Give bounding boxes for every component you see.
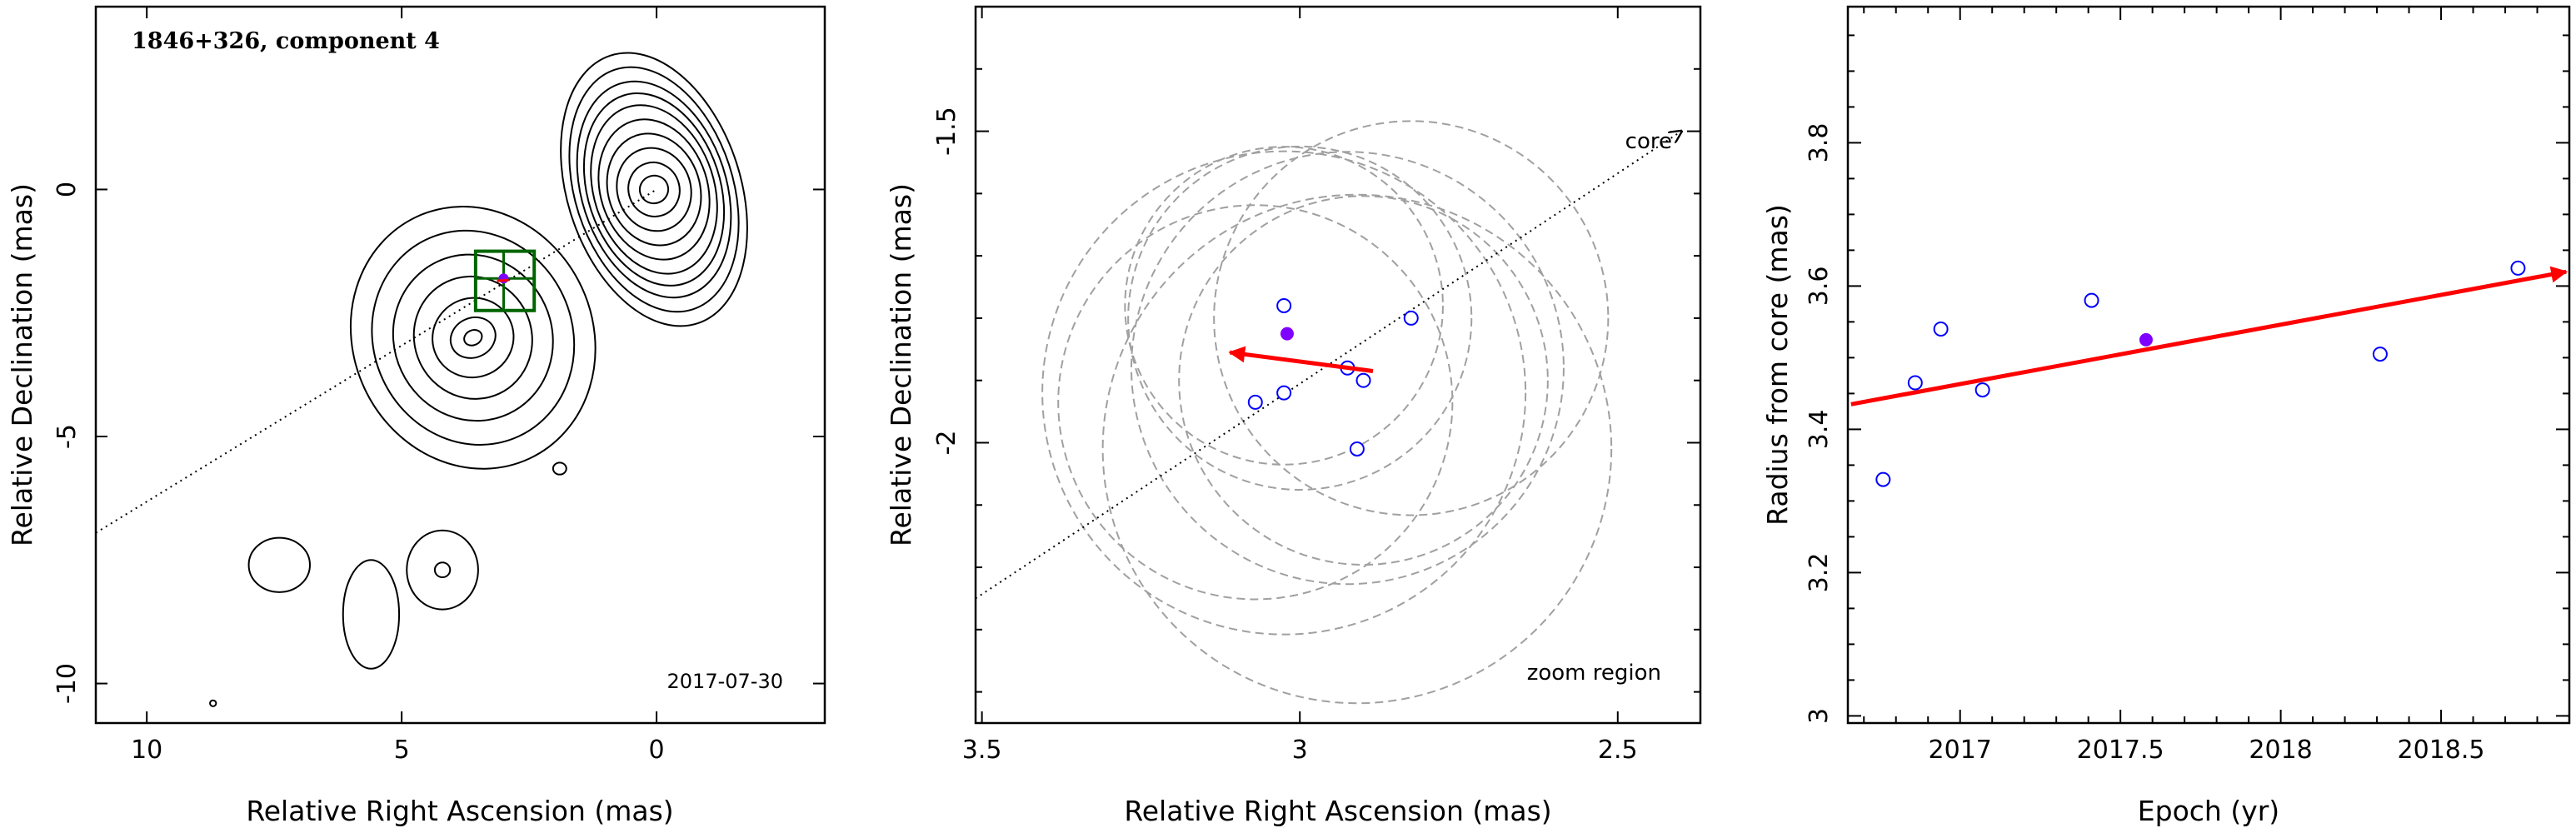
panel2-ytick-label: -1.5 (932, 107, 961, 156)
panel3-plot-area (1850, 260, 2569, 487)
panel3-xtick-label: 2017.5 (2077, 736, 2164, 765)
panel2-zoom-annotation: zoom region (1527, 661, 1661, 686)
panel3-ytick-label: 3.8 (1805, 123, 1834, 163)
panel2-axis-line (976, 132, 1681, 600)
uncertainty-circle (1041, 150, 1527, 636)
contour-core-4 (597, 118, 711, 261)
panel1-ytick-label: -10 (52, 663, 82, 704)
panel2-xtick-label: 3.5 (962, 736, 1002, 765)
panel1-plot-area (96, 52, 748, 707)
panel-zoom: core zoom region Relative Right Ascensio… (885, 5, 1702, 827)
panel1-title: 1846+326, component 4 (132, 28, 440, 54)
uncertainty-circle (1127, 145, 1473, 491)
panel1-xtick-label: 10 (131, 736, 162, 765)
panel3-ytick-label: 3 (1805, 708, 1834, 724)
contour-core-6 (582, 92, 726, 287)
contour-jet-knot-0 (463, 329, 483, 347)
panel1-xtick-label: 5 (394, 736, 410, 765)
uncertainty-circle (1130, 151, 1565, 586)
trend-arrow (1850, 266, 2569, 407)
contour-spot-5-0 (209, 699, 217, 707)
open-point (2372, 347, 2388, 362)
panel1-frame (94, 5, 826, 725)
contour-jet-knot-2 (432, 297, 515, 379)
panel-radius-vs-epoch: Epoch (yr) Radius from core (mas) 2017 20… (1761, 5, 2571, 827)
contour-spot-3-0 (433, 561, 452, 579)
contour-spot-2-0 (342, 559, 401, 670)
panel1-epoch-label: 2017-07-30 (667, 670, 783, 693)
contour-core-2 (616, 147, 692, 232)
panel2-core-annotation: core (1625, 129, 1672, 154)
open-point (1355, 372, 1371, 388)
panel1-ytick-label: 0 (52, 182, 82, 197)
open-point (1276, 297, 1292, 313)
motion-arrow (1228, 346, 1374, 373)
panel1-ylabel: Relative Declination (mas) (6, 183, 38, 546)
contour-spot-4-0 (552, 461, 567, 476)
panel2-xlabel: Relative Right Ascension (mas) (1124, 795, 1551, 827)
panel-contour-map: 1846+326, component 4 2017-07-30 Relativ… (6, 5, 826, 827)
open-point (1933, 322, 1949, 337)
uncertainty-circle (1213, 120, 1610, 516)
contour-core-9 (560, 52, 748, 327)
contour-jet-knot-6 (349, 206, 597, 470)
panel3-ytick-label: 3.4 (1805, 410, 1834, 450)
panel3-ylabel: Radius from core (mas) (1761, 204, 1794, 526)
open-point (1875, 471, 1891, 487)
component-motion-arrow (497, 278, 509, 282)
panel3-xlabel: Epoch (yr) (2138, 795, 2279, 827)
uncertainty-circle (1101, 193, 1613, 705)
panel2-ylabel: Relative Declination (mas) (885, 183, 917, 546)
contour-core-7 (576, 80, 732, 299)
open-point (2510, 260, 2526, 276)
panel2-frame (974, 5, 1702, 725)
contour-spot-3-1 (406, 529, 479, 611)
contour-spot-1-0 (247, 536, 311, 593)
panel1-xtick-label: 0 (649, 736, 665, 765)
contour-jet-knot-4 (392, 253, 554, 422)
panel1-ytick-label: -5 (52, 424, 82, 449)
contour-core-5 (590, 104, 718, 275)
contour-core-8 (568, 66, 740, 313)
contour-core-3 (606, 132, 702, 247)
panel2-plot-area (976, 120, 1681, 705)
panel2-ytick-label: -2 (932, 431, 961, 456)
contour-core-1 (627, 162, 681, 217)
panel3-xtick-label: 2018.5 (2398, 736, 2485, 765)
panel3-frame (1846, 5, 2571, 725)
filled-point (1280, 327, 1294, 341)
open-point (1403, 310, 1419, 326)
panel2-xtick-label: 2.5 (1598, 736, 1638, 765)
contour-jet-knot-1 (449, 316, 497, 359)
uncertainty-circle (1057, 204, 1454, 601)
panel3-ytick-label: 3.2 (1805, 553, 1834, 593)
contour-jet-knot-5 (371, 229, 576, 446)
panel3-xtick-label: 2017 (1929, 736, 1992, 765)
open-point (2084, 292, 2099, 308)
panel1-xlabel: Relative Right Ascension (mas) (246, 795, 673, 827)
open-point (1974, 382, 1990, 398)
open-point (1907, 375, 1923, 391)
open-point (1276, 385, 1292, 401)
contour-core-0 (638, 174, 670, 205)
filled-point (2139, 332, 2153, 347)
panel3-ytick-label: 3.6 (1805, 267, 1834, 307)
open-point (1349, 441, 1365, 456)
panel3-xtick-label: 2018 (2249, 736, 2312, 765)
contour-jet-knot-3 (412, 275, 533, 400)
uncertainty-circle (1178, 195, 1549, 566)
open-point (1247, 394, 1263, 410)
panel2-xtick-label: 3 (1292, 736, 1308, 765)
zoom-box (473, 249, 537, 312)
